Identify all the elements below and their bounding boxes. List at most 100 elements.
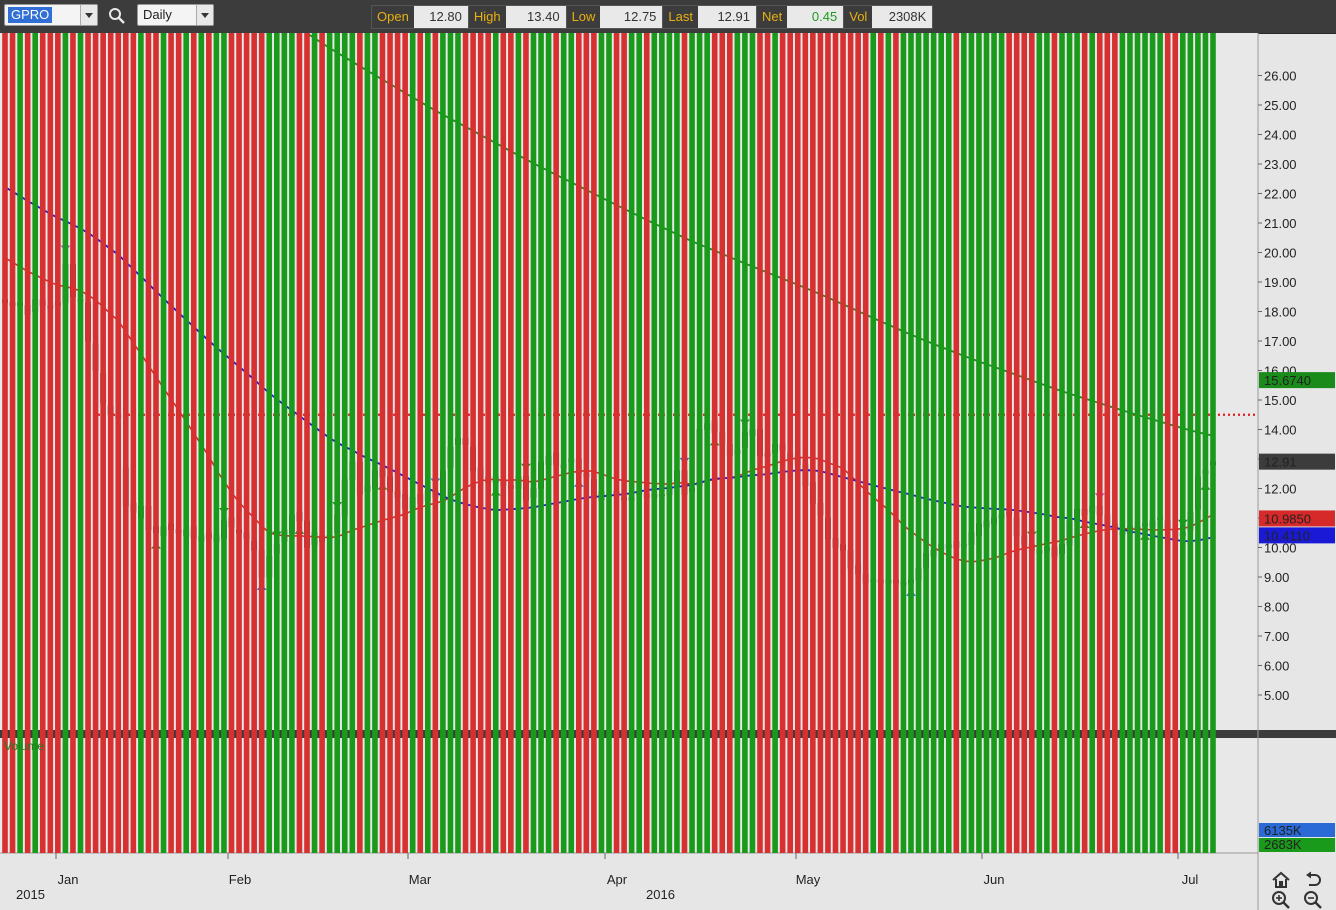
- ma-slow-value-tag: 15.6740: [1264, 373, 1311, 388]
- volume-bar: [289, 33, 295, 853]
- volume-bar: [1059, 33, 1065, 853]
- volume-bar: [274, 33, 280, 853]
- volume-bar: [923, 33, 929, 853]
- volume-bar: [523, 33, 529, 853]
- volume-bar: [840, 33, 846, 853]
- month-label: Mar: [409, 872, 432, 887]
- volume-bar: [938, 33, 944, 853]
- price-tick-label: 6.00: [1264, 659, 1289, 674]
- quote-bar: Open 12.80 High 13.40 Low 12.75 Last 12.…: [371, 5, 934, 29]
- interval-select[interactable]: Daily: [137, 4, 214, 26]
- volume-bar: [621, 33, 627, 853]
- volume-bar: [742, 33, 748, 853]
- volume-bar: [39, 33, 46, 853]
- volume-bar: [357, 33, 363, 853]
- volume-bar: [1180, 33, 1186, 853]
- interval-dropdown-chevron-icon[interactable]: [196, 5, 213, 25]
- volume-bar: [1119, 33, 1126, 853]
- price-tick-label: 17.00: [1264, 334, 1297, 349]
- volume-bar: [1081, 33, 1088, 853]
- volume-bar: [417, 33, 424, 853]
- quote-value: 0.45: [787, 6, 844, 28]
- volume-bar: [568, 33, 575, 853]
- volume-bar: [251, 33, 257, 853]
- volume-bar: [915, 33, 922, 853]
- quote-last: Last 12.91: [663, 6, 757, 28]
- quote-label: Last: [663, 6, 698, 28]
- volume-bar: [228, 33, 235, 853]
- volume-bar: [681, 33, 688, 853]
- search-icon[interactable]: [108, 7, 126, 25]
- volume-bar: [296, 33, 303, 853]
- volume-bar: [236, 33, 242, 853]
- volume-last-tag: 2683K: [1264, 837, 1302, 852]
- month-label: Jan: [58, 872, 79, 887]
- volume-bar: [70, 33, 76, 853]
- volume-bar: [908, 33, 914, 853]
- volume-bar: [878, 33, 884, 853]
- volume-bar: [560, 33, 567, 853]
- volume-bar: [968, 33, 975, 853]
- volume-avg-tag: 6135K: [1264, 823, 1302, 838]
- volume-bar: [77, 33, 84, 853]
- ma-fast-value-tag: 10.9850: [1264, 511, 1311, 526]
- volume-bar: [1089, 33, 1095, 853]
- symbol-input[interactable]: GPRO: [4, 4, 98, 26]
- price-tick-label: 7.00: [1264, 629, 1289, 644]
- volume-bar: [817, 33, 824, 853]
- volume-bar: [100, 33, 106, 853]
- zoom-in-icon[interactable]: [1271, 890, 1291, 910]
- volume-bar: [243, 33, 250, 853]
- month-label: Jun: [984, 872, 1005, 887]
- volume-bar: [500, 33, 507, 853]
- quote-label: Low: [566, 6, 601, 28]
- volume-bar: [1134, 33, 1141, 853]
- volume-last-tag-bg: [1259, 838, 1335, 852]
- volume-bar: [651, 33, 658, 853]
- volume-bar: [379, 33, 386, 853]
- quote-value: 12.80: [413, 6, 468, 28]
- volume-bar: [213, 33, 220, 853]
- price-tick-label: 5.00: [1264, 688, 1289, 703]
- volume-bar: [961, 33, 967, 853]
- volume-bar: [1021, 33, 1028, 853]
- price-tick-label: 9.00: [1264, 570, 1289, 585]
- volume-bar: [85, 33, 91, 853]
- volume-bar: [1172, 33, 1179, 853]
- volume-bar: [24, 33, 31, 853]
- price-tick-label: 8.00: [1264, 600, 1289, 615]
- volume-bar: [62, 33, 69, 853]
- volume-bar: [266, 33, 273, 853]
- zoom-out-icon[interactable]: [1303, 890, 1323, 910]
- volume-bar: [311, 33, 318, 853]
- home-icon[interactable]: [1271, 870, 1291, 890]
- volume-bar: [711, 33, 718, 853]
- ma-mid-value-tag-bg: [1259, 527, 1335, 544]
- volume-bar: [787, 33, 793, 853]
- volume-bar: [130, 33, 137, 853]
- volume-bar: [1066, 33, 1073, 853]
- volume-bar: [319, 33, 325, 853]
- volume-bar: [9, 33, 16, 853]
- volume-bar: [485, 33, 491, 853]
- volume-bar: [1051, 33, 1058, 853]
- volume-bar: [553, 33, 559, 853]
- volume-bar: [734, 33, 741, 853]
- volume-bar: [394, 33, 401, 853]
- volume-bar: [606, 33, 612, 853]
- quote-label: Open: [372, 6, 414, 28]
- ma-slow-value-tag-bg: [1259, 372, 1335, 389]
- year-label: 2016: [646, 887, 675, 902]
- volume-bar: [107, 33, 114, 853]
- price-tick-label: 12.00: [1264, 482, 1297, 497]
- volume-bar: [1187, 33, 1194, 853]
- month-label: Feb: [229, 872, 251, 887]
- volume-bar: [492, 33, 499, 853]
- symbol-dropdown-chevron-icon[interactable]: [80, 5, 97, 25]
- volume-bar: [727, 33, 733, 853]
- volume-bar: [900, 33, 907, 853]
- chart-area[interactable]: 26.00 25.00 24.00 23.00 22.00 21.00 20.00 19.00…: [0, 33, 1336, 910]
- quote-label: Vol: [844, 6, 873, 28]
- undo-icon[interactable]: [1303, 870, 1323, 890]
- volume-bar: [659, 33, 665, 853]
